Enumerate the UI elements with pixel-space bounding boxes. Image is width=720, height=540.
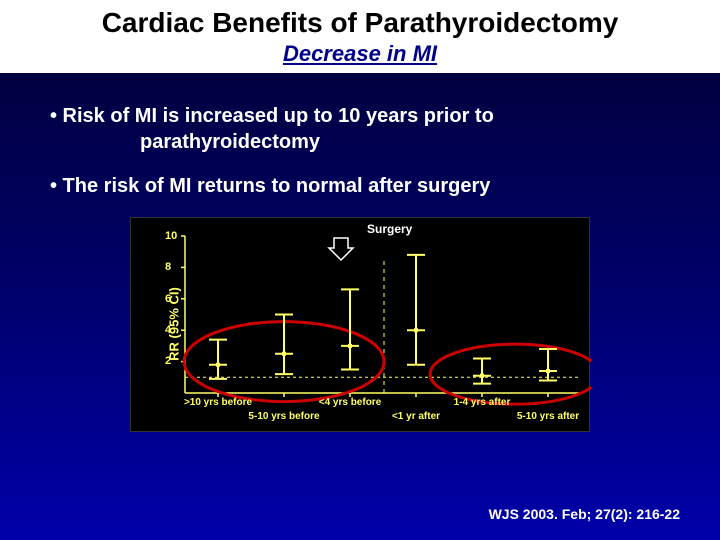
y-tick: 4 (165, 324, 171, 336)
bullet-1-line2: parathyroidectomy (50, 131, 320, 153)
x-tick: <1 yr after (392, 411, 440, 422)
x-tick: 1-4 yrs after (454, 397, 511, 408)
title-area: Cardiac Benefits of Parathyroidectomy De… (0, 0, 720, 73)
chart-container: RR (95% CI) Surgery 246810>10 yrs before… (130, 217, 590, 432)
y-tick: 8 (165, 261, 171, 273)
bullet-1: • Risk of MI is increased up to 10 years… (50, 103, 670, 155)
x-tick: 5-10 yrs before (248, 411, 319, 422)
bullet-2: • The risk of MI returns to normal after… (50, 173, 670, 199)
slide-subtitle: Decrease in MI (10, 41, 710, 67)
y-tick: 2 (165, 355, 171, 367)
citation: WJS 2003. Feb; 27(2): 216-22 (489, 506, 680, 522)
x-tick: 5-10 yrs after (517, 411, 579, 422)
x-tick: <4 yrs before (319, 397, 382, 408)
x-tick: >10 yrs before (184, 397, 252, 408)
bullet-2-line1: • The risk of MI returns to normal after… (50, 175, 490, 197)
y-tick: 6 (165, 293, 171, 305)
slide-title: Cardiac Benefits of Parathyroidectomy (10, 8, 710, 39)
bullet-1-line1: • Risk of MI is increased up to 10 years… (50, 105, 494, 127)
y-tick: 10 (165, 230, 177, 242)
content-area: • Risk of MI is increased up to 10 years… (0, 73, 720, 442)
